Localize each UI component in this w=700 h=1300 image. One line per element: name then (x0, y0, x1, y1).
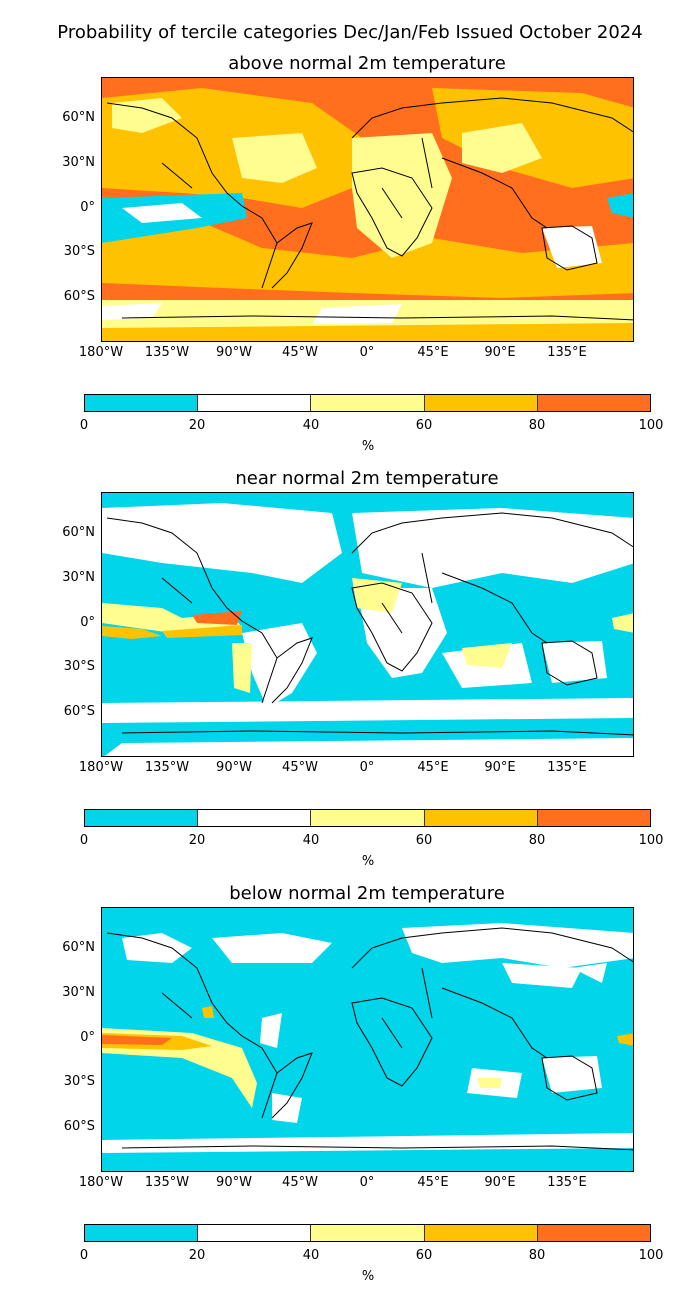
lon-tick-0: 0° (359, 345, 375, 360)
colorbar-unit: % (361, 1269, 375, 1284)
panel-title-near-normal: near normal 2m temperature (235, 468, 499, 489)
colorbar-above-normal (84, 394, 651, 412)
lat-tick-60s: 60°S (63, 289, 95, 304)
lat-tick-0: 0° (80, 1030, 95, 1045)
colorbar-bin-80-100 (537, 810, 651, 826)
colorbar-unit: % (361, 439, 375, 454)
colorbar-near-normal (84, 809, 651, 827)
lon-tick-90e: 90°E (484, 1175, 516, 1190)
figure-title: Probability of tercile categories Dec/Ja… (57, 22, 643, 43)
colorbar-tick-20: 20 (188, 833, 206, 848)
lat-tick-60n: 60°N (62, 110, 95, 125)
colorbar-tick-100: 100 (638, 833, 664, 848)
lon-tick-90w: 90°W (216, 760, 252, 775)
panel-title-above-normal: above normal 2m temperature (228, 53, 506, 74)
colorbar-bin-40-60 (311, 395, 425, 411)
lon-tick-180w: 180°W (78, 760, 124, 775)
colorbar-tick-60: 60 (415, 418, 433, 433)
colorbar-tick-40: 40 (302, 418, 320, 433)
lat-tick-0: 0° (80, 615, 95, 630)
colorbar-tick-0: 0 (79, 1248, 89, 1263)
lon-tick-45e: 45°E (417, 1175, 449, 1190)
map-near-normal (101, 492, 634, 757)
lon-tick-0: 0° (359, 1175, 375, 1190)
colorbar-bin-0-20 (85, 1225, 199, 1241)
lon-tick-90e: 90°E (484, 760, 516, 775)
colorbar-tick-80: 80 (528, 418, 546, 433)
lat-tick-30n: 30°N (62, 985, 95, 1000)
colorbar-below-normal (84, 1224, 651, 1242)
lon-tick-90e: 90°E (484, 345, 516, 360)
map-above-normal (101, 77, 634, 342)
colorbar-tick-80: 80 (528, 1248, 546, 1263)
lat-tick-60n: 60°N (62, 940, 95, 955)
colorbar-bin-20-40 (198, 395, 312, 411)
colorbar-tick-100: 100 (638, 418, 664, 433)
colorbar-tick-40: 40 (302, 1248, 320, 1263)
colorbar-tick-100: 100 (638, 1248, 664, 1263)
lat-tick-0: 0° (80, 200, 95, 215)
lon-tick-45e: 45°E (417, 345, 449, 360)
lat-tick-60s: 60°S (63, 1119, 95, 1134)
lon-tick-135w: 135°W (144, 760, 190, 775)
colorbar-bin-0-20 (85, 810, 199, 826)
lon-tick-90w: 90°W (216, 1175, 252, 1190)
lat-tick-60s: 60°S (63, 704, 95, 719)
colorbar-tick-20: 20 (188, 1248, 206, 1263)
lat-tick-30n: 30°N (62, 155, 95, 170)
colorbar-bin-40-60 (311, 1225, 425, 1241)
lon-tick-135e: 135°E (547, 760, 587, 775)
lon-tick-45w: 45°W (282, 1175, 318, 1190)
lon-tick-135w: 135°W (144, 345, 190, 360)
map-below-normal (101, 907, 634, 1172)
lat-tick-30s: 30°S (63, 244, 95, 259)
lon-tick-135e: 135°E (547, 1175, 587, 1190)
lat-tick-30s: 30°S (63, 1074, 95, 1089)
lon-tick-90w: 90°W (216, 345, 252, 360)
colorbar-tick-40: 40 (302, 833, 320, 848)
colorbar-bin-80-100 (537, 1225, 651, 1241)
panel-title-below-normal: below normal 2m temperature (229, 883, 505, 904)
colorbar-bin-0-20 (85, 395, 199, 411)
colorbar-tick-80: 80 (528, 833, 546, 848)
colorbar-tick-20: 20 (188, 418, 206, 433)
lat-tick-30n: 30°N (62, 570, 95, 585)
lon-tick-45e: 45°E (417, 760, 449, 775)
colorbar-tick-60: 60 (415, 1248, 433, 1263)
colorbar-bin-80-100 (537, 395, 651, 411)
lon-tick-135w: 135°W (144, 1175, 190, 1190)
lon-tick-45w: 45°W (282, 345, 318, 360)
colorbar-tick-60: 60 (415, 833, 433, 848)
colorbar-tick-0: 0 (79, 418, 89, 433)
lon-tick-45w: 45°W (282, 760, 318, 775)
lon-tick-180w: 180°W (78, 1175, 124, 1190)
colorbar-bin-60-80 (424, 395, 538, 411)
colorbar-tick-0: 0 (79, 833, 89, 848)
colorbar-unit: % (361, 854, 375, 869)
colorbar-bin-60-80 (424, 810, 538, 826)
colorbar-bin-20-40 (198, 810, 312, 826)
colorbar-bin-60-80 (424, 1225, 538, 1241)
colorbar-bin-40-60 (311, 810, 425, 826)
lat-tick-30s: 30°S (63, 659, 95, 674)
lon-tick-180w: 180°W (78, 345, 124, 360)
lon-tick-135e: 135°E (547, 345, 587, 360)
colorbar-bin-20-40 (198, 1225, 312, 1241)
lat-tick-60n: 60°N (62, 525, 95, 540)
lon-tick-0: 0° (359, 760, 375, 775)
